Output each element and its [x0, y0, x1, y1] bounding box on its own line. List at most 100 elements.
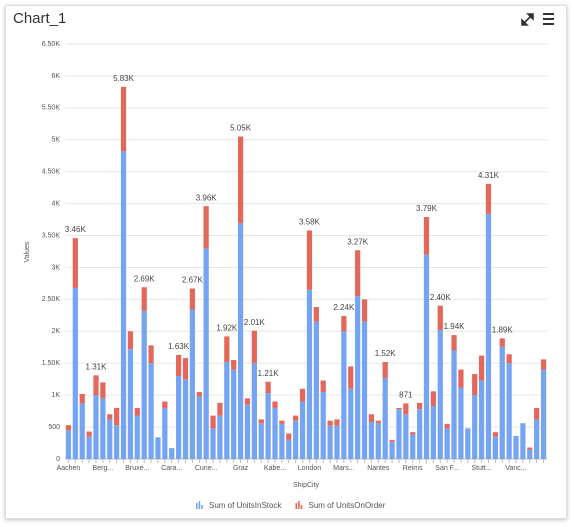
- y-tick-label: 5.50K: [42, 105, 61, 112]
- legend-icon: [201, 505, 203, 509]
- bar-segment: [203, 248, 209, 459]
- bar-segment: [306, 289, 313, 459]
- x-tick-label: London: [298, 465, 321, 472]
- bar-segment: [430, 406, 437, 459]
- x-tick-label: Cune...: [195, 465, 218, 472]
- bar-segment: [224, 336, 230, 362]
- bar-segment: [382, 377, 388, 459]
- bar-segment: [196, 396, 202, 459]
- x-tick-label: Bruxe...: [125, 465, 149, 472]
- bar-segment: [210, 415, 216, 429]
- bar-segment: [100, 398, 106, 459]
- bar-segment: [416, 402, 423, 410]
- bar-segment: [107, 414, 113, 420]
- bar-segment: [396, 407, 402, 410]
- bar-segment: [299, 401, 306, 459]
- bar-segment: [465, 428, 471, 459]
- bar-segment: [231, 369, 237, 459]
- bar-segment: [258, 419, 264, 424]
- bar-segment: [237, 136, 244, 224]
- bar-segment: [506, 363, 512, 459]
- x-tick-label: Stutt...: [471, 465, 491, 472]
- x-tick-label: San F...: [435, 465, 459, 472]
- stack-label: 3.46K: [65, 225, 87, 234]
- legend-icon: [298, 501, 300, 509]
- bar-segment: [451, 350, 457, 459]
- bar-segment: [251, 363, 257, 459]
- bar-segment: [540, 369, 547, 459]
- x-tick-label: Reims: [403, 465, 423, 472]
- bar-segment: [341, 331, 347, 459]
- bar-segment: [375, 420, 381, 424]
- bar-segment: [141, 310, 147, 459]
- bar-segment: [93, 395, 99, 459]
- bar-segment: [148, 363, 154, 459]
- bar-segment: [224, 361, 230, 459]
- bar-segment: [334, 419, 340, 426]
- chart-title: Chart_1: [13, 10, 66, 27]
- bar-segment: [182, 358, 189, 380]
- bar-segment: [175, 354, 182, 376]
- bar-segment: [423, 254, 430, 459]
- y-tick-label: 2K: [51, 328, 60, 335]
- bar-segment: [527, 447, 533, 450]
- x-tick-label: Aachen: [57, 465, 81, 472]
- bar-segment: [492, 432, 498, 437]
- x-tick-label: Cara...: [161, 465, 182, 472]
- bar-segment: [279, 423, 285, 459]
- y-tick-label: 5K: [51, 137, 60, 144]
- bar-segment: [430, 391, 437, 407]
- expand-icon[interactable]: [521, 13, 534, 26]
- x-tick-label: Kabe...: [264, 465, 286, 472]
- stack-label: 5.05K: [230, 124, 252, 133]
- menu-icon[interactable]: [543, 13, 554, 25]
- bar-segment: [348, 366, 354, 389]
- bar-segment: [499, 338, 505, 347]
- bar-segment: [231, 360, 237, 370]
- bar-segment: [120, 151, 127, 459]
- bar-segment: [86, 436, 92, 459]
- bar-segment: [258, 423, 264, 459]
- bar-segment: [458, 387, 464, 459]
- bar-segment: [513, 436, 519, 459]
- bar-segment: [162, 401, 168, 408]
- legend-icon: [295, 503, 298, 509]
- legend-label: Sum of UnitsInStock: [209, 501, 282, 510]
- bar-segment: [478, 355, 485, 381]
- bar-segment: [423, 217, 430, 255]
- bar-segment: [361, 299, 368, 322]
- bar-segment: [72, 238, 78, 288]
- bar-segment: [169, 448, 175, 459]
- legend-icon: [198, 501, 201, 509]
- bar-segment: [155, 437, 161, 459]
- bar-segment: [485, 183, 492, 214]
- bar-segment: [368, 421, 375, 459]
- bar-segment: [499, 346, 505, 459]
- stack-label: 2.67K: [182, 276, 204, 285]
- bar-segment: [79, 403, 85, 459]
- bar-segment: [93, 375, 99, 396]
- stack-label: 1.31K: [86, 362, 108, 371]
- x-tick-label: Mars...: [333, 465, 354, 472]
- y-tick-label: 3.50K: [42, 232, 61, 239]
- bar-segment: [444, 428, 450, 459]
- bar-segment: [72, 287, 78, 459]
- bar-segment: [237, 223, 244, 459]
- legend-icon: [196, 503, 198, 509]
- bar-segment: [355, 296, 361, 459]
- bar-segment: [361, 321, 368, 459]
- bar-segment: [410, 432, 416, 435]
- bar-segment: [527, 449, 533, 459]
- bar-segment: [114, 407, 120, 426]
- bar-segment: [313, 321, 319, 459]
- y-tick-label: 6.50K: [42, 41, 61, 48]
- bar-segment: [334, 425, 340, 459]
- bar-segment: [272, 401, 278, 408]
- bar-segment: [368, 414, 375, 422]
- stack-label: 2.01K: [244, 318, 266, 327]
- bar-segment: [437, 305, 443, 331]
- bar-segment: [286, 439, 292, 459]
- bar-segment: [341, 315, 347, 332]
- bar-segment: [451, 335, 457, 351]
- bar-segment: [293, 420, 299, 459]
